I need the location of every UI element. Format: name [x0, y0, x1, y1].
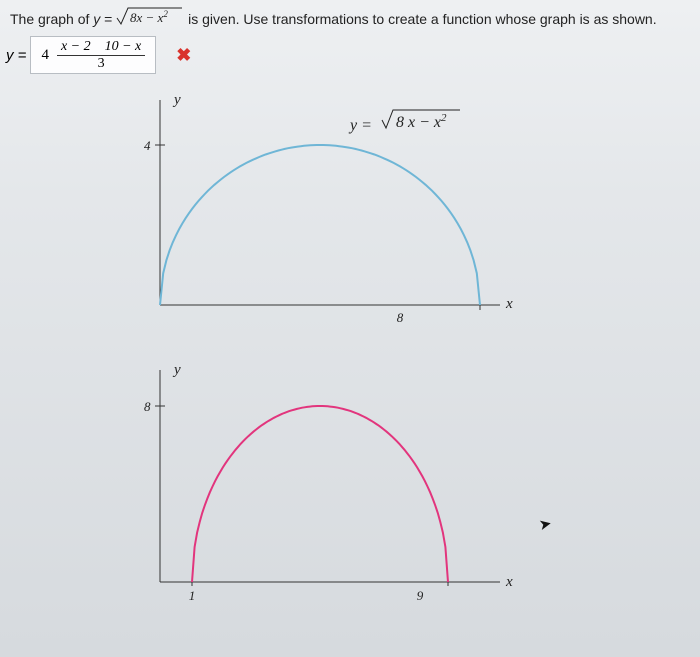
page-root: The graph of y = 8x − x2 is given. Use t…	[0, 0, 700, 657]
chart2: 8 1 9 y x	[100, 362, 500, 622]
answer-coef: 4	[41, 47, 49, 64]
frac-num-b: 10 − x	[105, 39, 142, 54]
chart1-curve	[160, 145, 480, 305]
svg-text:8 x − x2: 8 x − x2	[396, 112, 447, 131]
chart2-curve	[192, 406, 448, 582]
answer-lhs: y =	[6, 47, 26, 64]
y-tick-label: 4	[144, 138, 151, 153]
chart1-svg: 4 8 y x y = 8 x − x2	[100, 90, 530, 350]
frac-den: 3	[94, 56, 109, 71]
x-tick-9-label: 9	[417, 588, 424, 603]
question-eq: =	[104, 11, 116, 27]
question-lhs-var: y	[93, 11, 100, 27]
answer-fraction: x − 2 10 − x 3	[57, 39, 145, 71]
sqrt-radicand: 8x − x	[130, 10, 164, 25]
x-axis-label: x	[505, 296, 513, 312]
y-axis-label: y	[172, 92, 181, 108]
chart1: 4 8 y x y = 8 x − x2	[100, 90, 500, 350]
svg-text:8x − x2: 8x − x2	[130, 9, 168, 25]
sqrt-exp: 2	[164, 9, 169, 19]
svg-text:y =: y =	[348, 117, 372, 134]
answer-input[interactable]: 4 x − 2 10 − x 3	[30, 36, 156, 74]
question-text: The graph of y = 8x − x2 is given. Use t…	[0, 0, 700, 32]
frac-num-a: x − 2	[61, 39, 91, 54]
x-tick-1-label: 1	[189, 588, 196, 603]
eqn-radicand: 8 x − x	[396, 114, 441, 131]
chart2-svg: 8 1 9 y x	[100, 362, 530, 630]
sqrt-icon: 8x − x2	[116, 6, 184, 26]
plot-area: 4 8 y x y = 8 x − x2	[100, 90, 600, 650]
y-axis-label: y	[172, 362, 181, 378]
answer-row: y = 4 x − 2 10 − x 3 ✖	[0, 32, 700, 78]
question-prefix: The graph of	[10, 11, 93, 27]
x-axis-label: x	[505, 574, 513, 590]
eqn-exp: 2	[441, 112, 447, 124]
question-suffix: is given. Use transformations to create …	[188, 11, 656, 27]
eqn-lhs: y =	[348, 117, 372, 134]
y-tick-label: 8	[144, 399, 151, 414]
wrong-icon: ✖	[176, 45, 191, 66]
chart1-equation: y = 8 x − x2	[348, 110, 460, 134]
x-tick-label: 8	[397, 310, 404, 325]
